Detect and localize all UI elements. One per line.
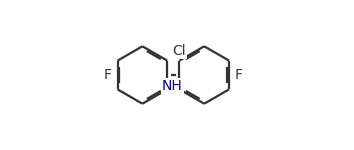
Text: F: F [235, 68, 243, 82]
Text: F: F [104, 68, 112, 82]
Text: NH: NH [162, 79, 183, 93]
Text: Cl: Cl [172, 44, 186, 58]
